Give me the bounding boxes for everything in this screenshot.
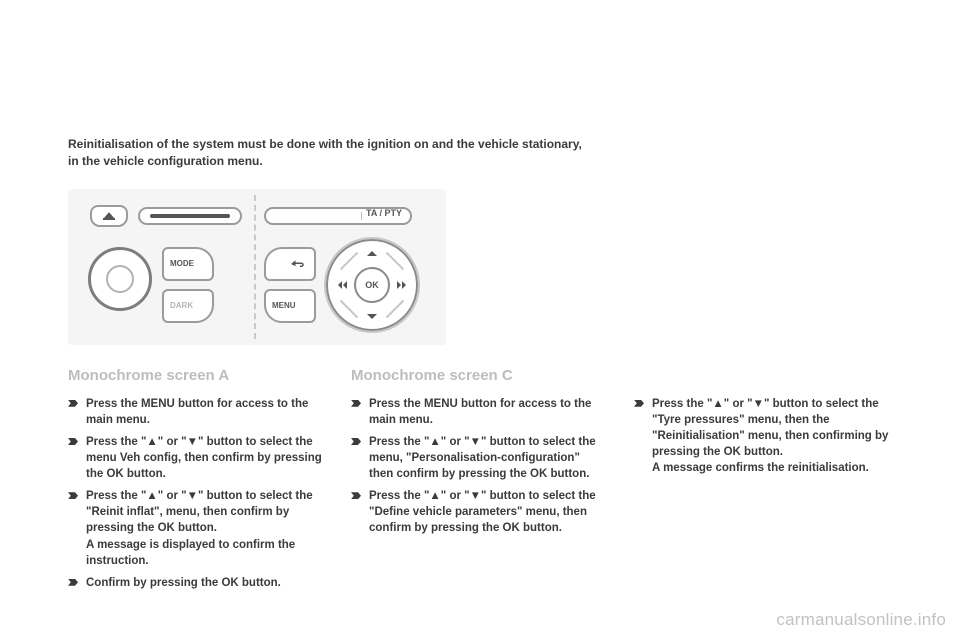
intro-line-2: in the vehicle configuration menu. [68, 154, 263, 168]
list-item: Press the "▲" or "▼" button to select th… [351, 488, 606, 536]
manual-page: Reinitialisation of the system must be d… [0, 0, 960, 640]
arrow-up-icon [367, 246, 377, 256]
control-panel-illustration: TA / PTY MODE DARK MENU OK [68, 189, 446, 345]
arrow-down-icon [367, 314, 377, 324]
heading-screen-c: Monochrome screen C [351, 367, 606, 384]
list-item: Press the MENU button for access to the … [68, 396, 323, 428]
esc-button-icon [264, 247, 316, 281]
list-item: Press the "▲" or "▼" button to select th… [68, 434, 323, 482]
disc-slot-icon [138, 207, 242, 225]
intro-text: Reinitialisation of the system must be d… [68, 136, 900, 171]
list-item: Press the "▲" or "▼" button to select th… [351, 434, 606, 482]
menu-button-icon: MENU [264, 289, 316, 323]
rotary-knob-icon [88, 247, 152, 311]
return-arrow-icon [288, 257, 306, 271]
heading-spacer [634, 367, 889, 384]
column-continuation: Press the "▲" or "▼" button to select th… [634, 367, 889, 597]
ta-pty-label: TA / PTY [366, 208, 402, 218]
steps-list-cont: Press the "▲" or "▼" button to select th… [634, 396, 889, 476]
instruction-columns: Monochrome screen A Press the MENU butto… [68, 367, 900, 597]
dark-button-icon: DARK [162, 289, 214, 323]
list-item: Press the MENU button for access to the … [351, 396, 606, 428]
panel-divider [254, 195, 256, 339]
ok-label: OK [365, 280, 379, 290]
intro-line-1: Reinitialisation of the system must be d… [68, 137, 582, 151]
column-screen-c: Monochrome screen C Press the MENU butto… [351, 367, 606, 597]
mode-button-icon: MODE [162, 247, 214, 281]
menu-label: MENU [272, 301, 296, 310]
watermark-text: carmanualsonline.info [776, 610, 946, 630]
heading-screen-a: Monochrome screen A [68, 367, 323, 384]
column-screen-a: Monochrome screen A Press the MENU butto… [68, 367, 323, 597]
arrow-left-icon [331, 280, 341, 290]
dpad-icon: OK [326, 239, 418, 331]
mode-label: MODE [170, 259, 194, 268]
steps-list-a: Press the MENU button for access to the … [68, 396, 323, 591]
arrow-right-icon [403, 280, 413, 290]
list-item: Press the "▲" or "▼" button to select th… [634, 396, 889, 476]
dark-label: DARK [170, 301, 193, 310]
list-item: Press the "▲" or "▼" button to select th… [68, 488, 323, 568]
steps-list-c: Press the MENU button for access to the … [351, 396, 606, 537]
ta-pty-button-icon: TA / PTY [264, 207, 412, 225]
list-item: Confirm by pressing the OK button. [68, 575, 323, 591]
ok-button-icon: OK [354, 267, 390, 303]
eject-button-icon [90, 205, 128, 227]
